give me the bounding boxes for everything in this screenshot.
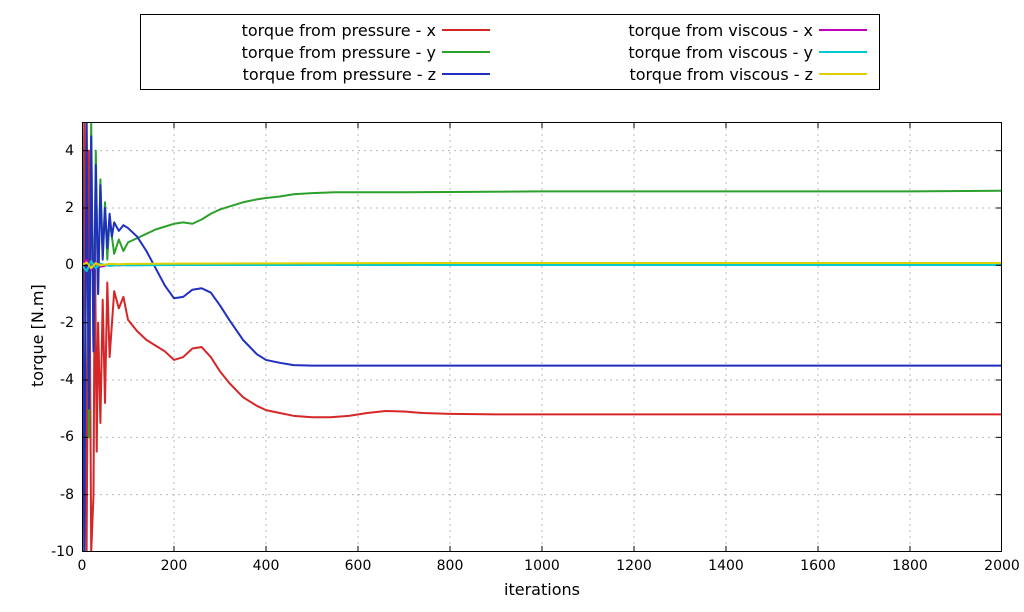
legend-swatch [442,73,490,75]
legend-swatch [442,29,490,31]
y-tick-label: -4 [60,372,74,388]
legend-item: torque from pressure - z [153,63,490,85]
y-axis-label: torque [N.m] [28,284,47,387]
legend-label: torque from pressure - y [242,43,442,62]
legend-item: torque from viscous - x [530,19,867,41]
x-tick-label: 1400 [708,558,744,574]
y-tick-label: -10 [51,544,74,560]
legend-item: torque from viscous - y [530,41,867,63]
x-tick-label: 1600 [800,558,836,574]
x-tick-label: 600 [345,558,372,574]
legend-swatch [819,51,867,53]
legend-item: torque from viscous - z [530,63,867,85]
y-tick-label: 4 [65,143,74,159]
legend-label: torque from viscous - y [628,43,819,62]
legend-box: torque from pressure - x torque from pres… [140,14,880,90]
y-tick-label: 2 [65,200,74,216]
x-axis-label: iterations [504,580,580,599]
legend-swatch [819,29,867,31]
x-tick-label: 800 [437,558,464,574]
legend-swatch [442,51,490,53]
legend-column: torque from pressure - x torque from pres… [153,19,490,85]
x-tick-label: 200 [161,558,188,574]
legend-item: torque from pressure - x [153,19,490,41]
legend-label: torque from pressure - x [242,21,442,40]
legend-item: torque from pressure - y [153,41,490,63]
y-tick-label: -2 [60,315,74,331]
legend-column: torque from viscous - x torque from visco… [530,19,867,85]
x-tick-label: 400 [253,558,280,574]
y-tick-label: 0 [65,257,74,273]
x-tick-label: 1800 [892,558,928,574]
legend-label: torque from viscous - x [628,21,819,40]
plot-area [82,122,1002,552]
x-tick-label: 2000 [984,558,1020,574]
x-tick-label: 1200 [616,558,652,574]
legend-swatch [819,73,867,75]
legend-label: torque from viscous - z [629,65,819,84]
x-tick-label: 0 [78,558,87,574]
y-tick-label: -8 [60,487,74,503]
chart-page: torque from pressure - x torque from pres… [0,0,1024,612]
legend-label: torque from pressure - z [243,65,442,84]
x-tick-label: 1000 [524,558,560,574]
y-tick-label: -6 [60,429,74,445]
plot-svg [82,122,1002,552]
